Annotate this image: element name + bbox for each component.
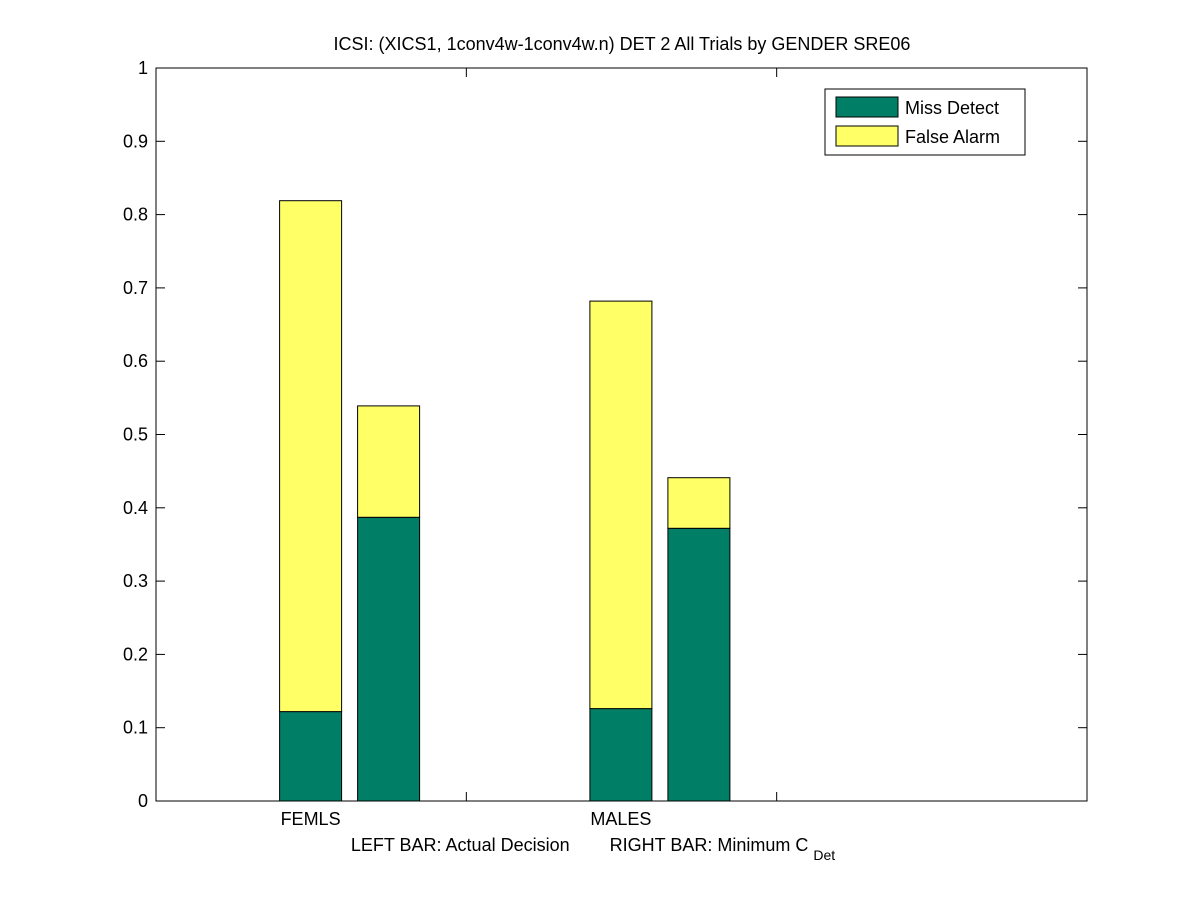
x-axis-label-spacer xyxy=(575,835,605,855)
bars-group xyxy=(279,200,731,802)
xtick-label-femls: FEMLS xyxy=(281,809,341,829)
ytick-label: 0.7 xyxy=(123,278,148,298)
ytick-label: 0.6 xyxy=(123,351,148,371)
ticks-group xyxy=(156,67,1087,802)
ytick-label: 1 xyxy=(138,58,148,78)
xtick-label-males: MALES xyxy=(590,809,651,829)
x-axis-label-left: LEFT BAR: Actual Decision xyxy=(351,835,570,855)
ytick-label: 0.1 xyxy=(123,718,148,738)
ytick-label: 0.3 xyxy=(123,571,148,591)
chart-title: ICSI: (XICS1, 1conv4w-1conv4w.n) DET 2 A… xyxy=(334,34,911,54)
legend-swatch-miss-detect xyxy=(835,96,899,118)
xtick-labels: FEMLS MALES xyxy=(281,809,652,829)
bar-femls-minimum-false-alarm xyxy=(357,405,421,518)
legend-label-miss-detect: Miss Detect xyxy=(905,98,999,118)
ytick-labels: 0 0.1 0.2 0.3 0.4 0.5 0.6 0.7 0.8 0.9 1 xyxy=(123,58,148,811)
ytick-label: 0.4 xyxy=(123,498,148,518)
legend: Miss Detect False Alarm xyxy=(824,88,1026,156)
legend-swatch-false-alarm xyxy=(835,125,899,147)
ytick-label: 0.2 xyxy=(123,644,148,664)
x-axis-label-right: RIGHT BAR: Minimum C xyxy=(610,835,809,855)
bar-femls-actual-false-alarm xyxy=(279,200,343,713)
ytick-label: 0 xyxy=(138,791,148,811)
ytick-label: 0.8 xyxy=(123,205,148,225)
bar-males-minimum-miss-detect xyxy=(667,527,731,802)
bar-males-minimum-false-alarm xyxy=(667,477,731,529)
legend-label-false-alarm: False Alarm xyxy=(905,127,1000,147)
bar-males-actual-false-alarm xyxy=(589,300,653,710)
ytick-label: 0.9 xyxy=(123,131,148,151)
ytick-label: 0.5 xyxy=(123,425,148,445)
x-axis-label-subscript: Det xyxy=(813,847,835,863)
bar-femls-actual-miss-detect xyxy=(279,711,343,802)
bar-males-actual-miss-detect xyxy=(589,708,653,802)
x-axis-label: LEFT BAR: Actual Decision RIGHT BAR: Min… xyxy=(351,835,835,863)
bar-femls-minimum-miss-detect xyxy=(357,516,421,802)
